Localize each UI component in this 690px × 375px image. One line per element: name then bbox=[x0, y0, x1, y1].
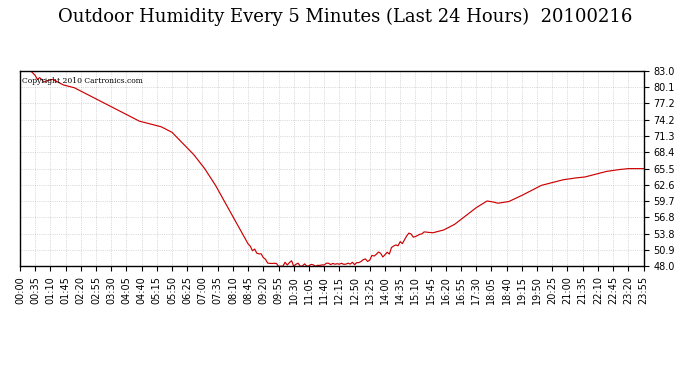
Text: Outdoor Humidity Every 5 Minutes (Last 24 Hours)  20100216: Outdoor Humidity Every 5 Minutes (Last 2… bbox=[58, 8, 632, 26]
Text: Copyright 2010 Cartronics.com: Copyright 2010 Cartronics.com bbox=[22, 77, 143, 85]
